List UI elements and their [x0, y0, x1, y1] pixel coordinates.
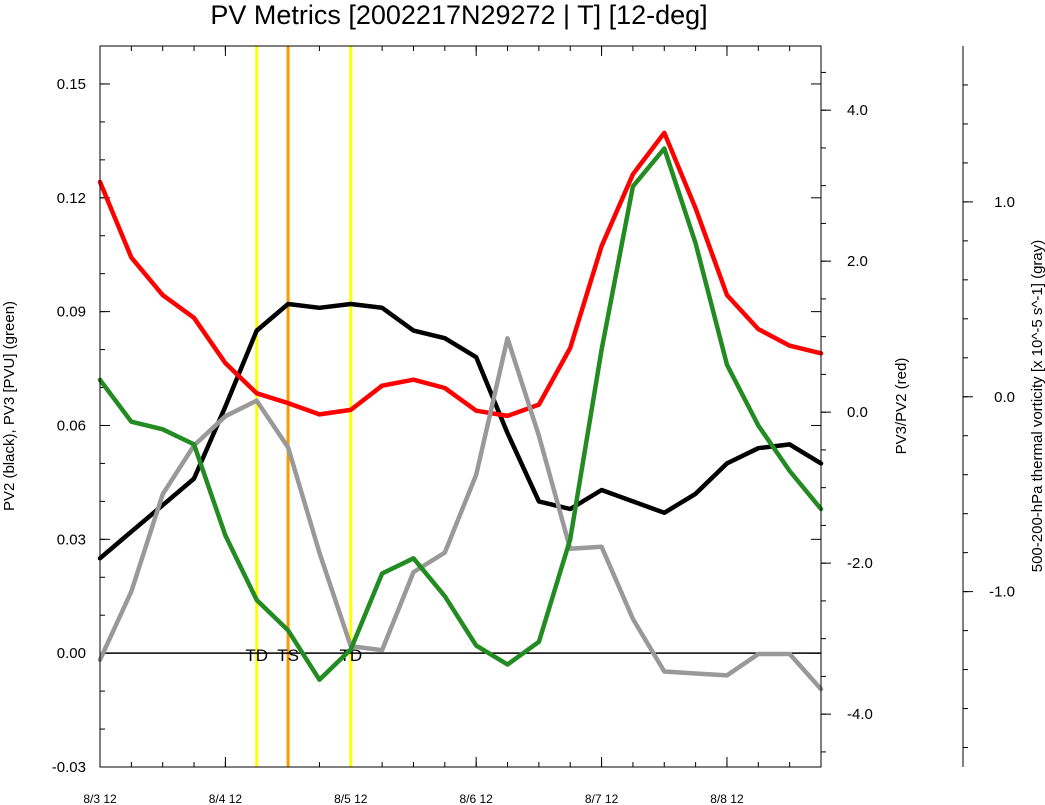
- left-tick-label: 0.15: [57, 76, 86, 93]
- far-right-tick-label: 0.0: [994, 389, 1015, 406]
- left-tick-label: 0.12: [57, 190, 86, 207]
- series-line: [97, 336, 824, 692]
- left-axis-ticks: -0.03 0.00 0.03 0.06 0.09 0.12 0.15: [52, 45, 821, 776]
- right-tick-label: -2.0: [847, 555, 873, 572]
- plot-frame: [99, 45, 822, 768]
- right-tick-label: -4.0: [847, 706, 873, 723]
- right-axis-title: PV3/PV2 (red): [893, 358, 910, 455]
- series-line: [97, 130, 824, 419]
- x-tick-label: 8/4 12: [209, 792, 243, 805]
- right-axis-ticks: -4.0 -2.0 0.0 2.0 4.0: [821, 71, 873, 753]
- stage-marker-label: TD: [245, 646, 268, 665]
- x-tick-label: 8/7 12: [585, 792, 619, 805]
- x-tick-label: 8/8 12: [710, 792, 744, 805]
- far-right-axis: -1.0 0.0 1.0: [962, 46, 1015, 767]
- far-right-tick-label: -1.0: [989, 584, 1015, 601]
- right-tick-label: 4.0: [847, 102, 868, 119]
- plot-area: -0.03 0.00 0.03 0.06 0.09 0.12 0.15 -4.0 -2.0 0.…: [52, 45, 1015, 805]
- stage-marker-label: TS: [277, 646, 299, 665]
- chart-title: PV Metrics [2002217N29272 | T] [12-deg]: [210, 0, 707, 30]
- left-axis-title: PV2 (black), PV3 [PVU] (green): [1, 301, 18, 511]
- left-tick-label: 0.03: [57, 531, 86, 548]
- stage-marker-label: TD: [339, 646, 362, 665]
- x-tick-label: 8/5 12: [334, 792, 368, 805]
- left-tick-label: -0.03: [52, 759, 86, 776]
- series-lines: [97, 130, 824, 692]
- far-right-tick-label: 1.0: [994, 194, 1015, 211]
- left-tick-label: 0.06: [57, 417, 86, 434]
- x-tick-label: 8/3 12: [83, 792, 117, 805]
- left-tick-label: 0.09: [57, 304, 86, 321]
- right-tick-label: 2.0: [847, 253, 868, 270]
- x-axis-ticks: 8/3 12 8/4 12 8/5 12 8/6 12 8/7 12 8/8 12: [83, 46, 822, 805]
- x-tick-label: 8/6 12: [459, 792, 493, 805]
- left-tick-label: 0.00: [57, 645, 86, 662]
- far-right-axis-title: 500-200-hPa thermal vorticity [x 10^-5 s…: [1029, 240, 1045, 573]
- right-tick-label: 0.0: [847, 404, 868, 421]
- storm-stage-markers: TD TS TD: [100, 46, 821, 767]
- series-line: [97, 146, 824, 682]
